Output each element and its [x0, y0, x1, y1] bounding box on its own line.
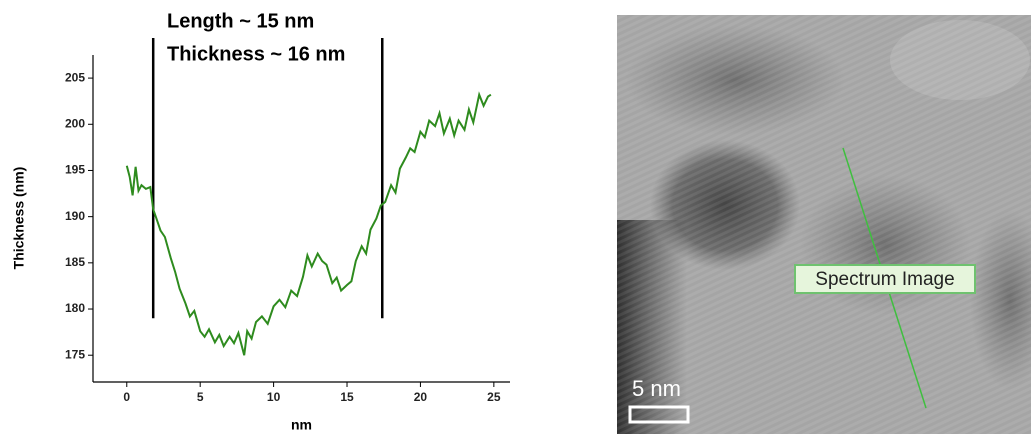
x-tick-label: 0: [123, 390, 130, 404]
y-tick-label: 200: [65, 116, 85, 130]
x-tick-label: 25: [487, 390, 501, 404]
y-tick-label: 180: [65, 301, 85, 315]
annotation: Length ~ 15 nm: [167, 10, 314, 32]
scale-bar-label: 5 nm: [632, 376, 681, 401]
x-tick-label: 15: [340, 390, 354, 404]
y-tick-label: 190: [65, 209, 85, 223]
x-tick-label: 5: [197, 390, 204, 404]
y-tick-label: 175: [65, 347, 85, 361]
y-tick-label: 185: [65, 255, 85, 269]
y-axis-label: Thickness (nm): [11, 167, 27, 270]
y-tick-label: 195: [65, 163, 85, 177]
y-tick-label: 205: [65, 70, 85, 84]
label-box: [794, 264, 976, 294]
tem-image: Spectrum Image 5 nm: [617, 15, 1031, 434]
image-label: Spectrum Image: [815, 269, 954, 290]
scale-bar: [628, 405, 690, 424]
annotation: Thickness ~ 16 nm: [167, 43, 345, 65]
x-tick-label: 20: [414, 390, 428, 404]
data-line: [125, 91, 492, 356]
x-axis-label: nm: [291, 417, 312, 433]
x-tick-label: 10: [267, 390, 281, 404]
